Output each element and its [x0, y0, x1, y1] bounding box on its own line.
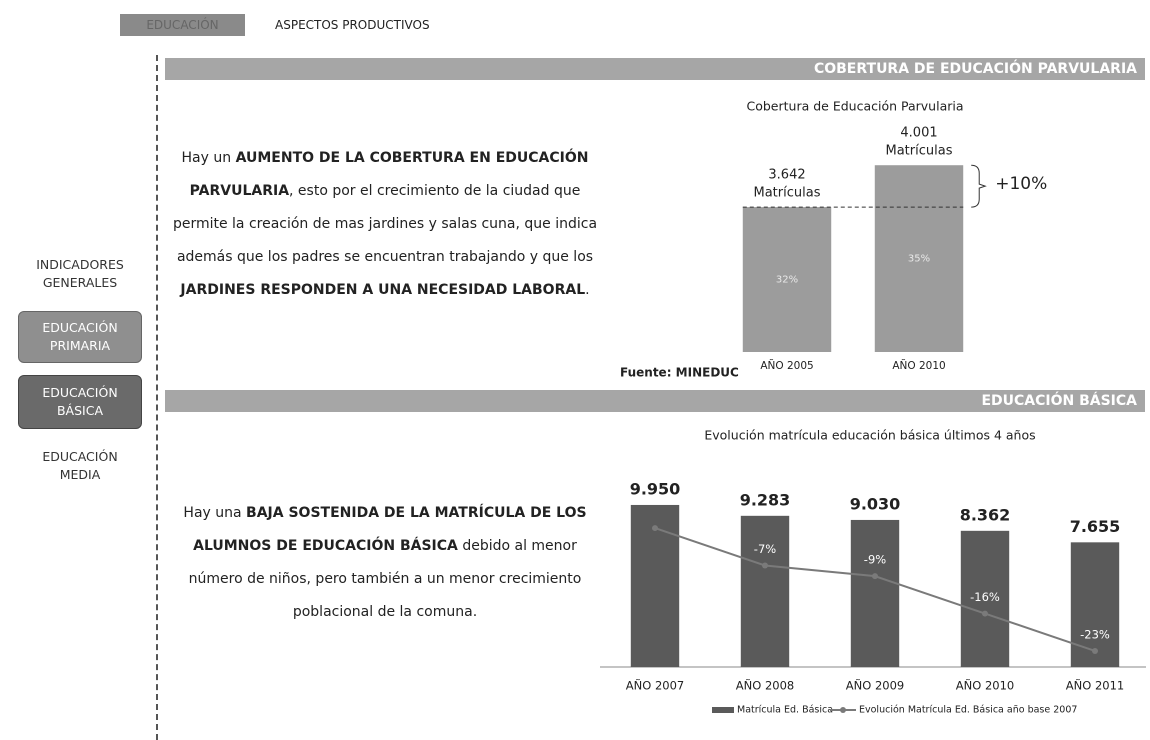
- line-point: [982, 610, 988, 617]
- text-run: Hay una: [183, 505, 247, 521]
- line-point: [652, 525, 658, 532]
- value-unit: Matrículas: [754, 186, 821, 201]
- section-header: COBERTURA DE EDUCACIÓN PARVULARIA: [165, 58, 1145, 80]
- value-label: 9.283: [740, 490, 791, 509]
- tab[interactable]: ASPECTOS PRODUCTIVOS: [275, 18, 430, 32]
- value-label: 9.950: [630, 479, 681, 498]
- line-point: [872, 573, 878, 580]
- section-header: EDUCACIÓN BÁSICA: [165, 390, 1145, 412]
- line-label: -23%: [1080, 627, 1110, 641]
- x-tick-label: AÑO 2009: [846, 678, 904, 693]
- paragraph: Hay un AUMENTO DE LA COBERTURA EN EDUCAC…: [165, 142, 605, 307]
- line-point: [762, 562, 768, 569]
- value-unit: Matrículas: [886, 144, 953, 159]
- brace: [971, 164, 987, 208]
- x-tick-label: AÑO 2005: [760, 359, 813, 372]
- x-tick-label: AÑO 2011: [1066, 678, 1124, 693]
- legend-label: Matrícula Ed. Básica: [737, 705, 833, 716]
- line-label: -16%: [970, 590, 1000, 604]
- sidebar-item[interactable]: EDUCACIÓN PRIMARIA: [18, 311, 142, 363]
- legend-swatch: [840, 707, 846, 713]
- line-label: -7%: [754, 542, 776, 556]
- sidebar-item[interactable]: EDUCACIÓN BÁSICA: [18, 375, 142, 429]
- tab[interactable]: EDUCACIÓN: [120, 14, 245, 36]
- line-point: [1092, 647, 1098, 654]
- bar: [742, 207, 832, 352]
- inner-label: 32%: [776, 275, 798, 286]
- legend-label: Evolución Matrícula Ed. Básica año base …: [859, 705, 1077, 716]
- value-label: 8.362: [960, 505, 1011, 524]
- legend-swatch: [712, 707, 734, 713]
- value-label: 3.642: [768, 168, 805, 183]
- text-run: BAJA SOSTENIDA DE LA MATRÍCULA DE LOS AL…: [193, 505, 587, 554]
- paragraph: Hay una BAJA SOSTENIDA DE LA MATRÍCULA D…: [165, 497, 605, 629]
- value-label: 7.655: [1070, 517, 1121, 536]
- chart-title: Evolución matrícula educación básica últ…: [704, 428, 1035, 443]
- text-run: Hay un: [181, 150, 236, 166]
- sidebar-item[interactable]: INDICADORES GENERALES: [36, 257, 124, 290]
- x-tick-label: AÑO 2008: [736, 678, 794, 693]
- text-run: debido al menor número de niños, pero ta…: [188, 538, 582, 620]
- divider: [156, 55, 158, 740]
- x-tick-label: AÑO 2010: [892, 359, 945, 372]
- x-tick-label: AÑO 2010: [956, 678, 1014, 693]
- sidebar-item[interactable]: EDUCACIÓN MEDIA: [42, 449, 118, 482]
- text-run: .: [585, 282, 590, 298]
- annotation: +10%: [995, 174, 1047, 194]
- bar: [960, 530, 1010, 667]
- text-run: AUMENTO DE LA COBERTURA EN EDUCACIÓN PAR…: [189, 150, 589, 199]
- source: Fuente: MINEDUC: [620, 366, 739, 380]
- text-run: , esto por el crecimiento de la ciudad q…: [172, 183, 598, 265]
- bar: [874, 165, 964, 352]
- value-label: 9.030: [850, 494, 901, 513]
- bar: [740, 515, 790, 667]
- x-tick-label: AÑO 2007: [626, 678, 684, 693]
- inner-label: 35%: [908, 254, 930, 265]
- text-run: JARDINES RESPONDEN A UNA NECESIDAD LABOR…: [180, 282, 586, 298]
- bar: [850, 519, 900, 667]
- value-label: 4.001: [900, 126, 937, 141]
- line-label: -9%: [864, 553, 886, 567]
- chart-title: Cobertura de Educación Parvularia: [746, 99, 963, 114]
- bar: [630, 504, 680, 667]
